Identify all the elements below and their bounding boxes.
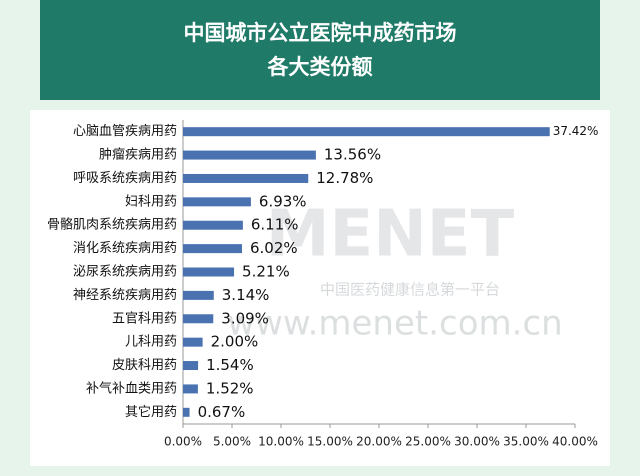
value-label: 3.09% xyxy=(221,309,269,327)
watermark: www.menet.com.cn xyxy=(227,304,562,344)
x-tick-label: 20.00% xyxy=(356,435,402,449)
y-tick-label: 儿科用药 xyxy=(125,335,177,350)
y-tick-label: 五官科用药 xyxy=(112,310,177,326)
value-label: 0.67% xyxy=(198,403,246,421)
watermark: MENET xyxy=(266,198,515,272)
y-tick-label: 骨骼肌肉系统疾病用药 xyxy=(47,217,177,233)
y-tick-label: 皮肤科用药 xyxy=(112,358,177,373)
bar xyxy=(183,384,198,394)
value-label: 6.02% xyxy=(250,239,298,257)
x-tick-label: 35.00% xyxy=(503,435,549,449)
value-label: 6.93% xyxy=(259,192,307,210)
value-label: 5.21% xyxy=(242,263,290,281)
bar xyxy=(183,337,203,347)
title-banner xyxy=(40,0,600,100)
y-tick-label: 泌尿系统疾病用药 xyxy=(73,265,177,280)
y-tick-label: 肿瘤疾病用药 xyxy=(99,147,177,163)
value-label: 3.14% xyxy=(222,286,270,304)
y-tick-label: 心脑血管疾病用药 xyxy=(73,124,177,139)
watermark: 中国医药健康信息第一平台 xyxy=(320,281,500,299)
bar xyxy=(183,361,199,371)
bar xyxy=(183,244,242,254)
bar xyxy=(183,127,550,137)
bar xyxy=(183,407,190,417)
y-tick-label: 补气补血类用药 xyxy=(86,380,177,396)
x-tick-label: 15.00% xyxy=(307,435,353,449)
x-tick-label: 5.00% xyxy=(213,435,251,449)
chart-title: 中国城市公立医院中成药市场 xyxy=(184,21,457,45)
x-tick-label: 10.00% xyxy=(258,435,304,449)
value-label: 12.78% xyxy=(316,169,373,187)
x-tick-label: 30.00% xyxy=(454,435,500,449)
bar xyxy=(183,290,214,300)
y-tick-label: 其它用药 xyxy=(125,404,177,420)
y-tick-label: 呼吸系统疾病用药 xyxy=(73,171,177,186)
value-label: 1.52% xyxy=(206,379,254,397)
bar xyxy=(183,150,316,160)
y-tick-label: 神经系统疾病用药 xyxy=(73,288,177,303)
chart-title: 各大类份额 xyxy=(267,55,373,79)
value-label: 1.54% xyxy=(206,356,254,374)
bar xyxy=(183,173,309,183)
x-tick-label: 25.00% xyxy=(405,435,451,449)
y-tick-label: 消化系统疾病用药 xyxy=(73,241,177,256)
bar xyxy=(183,267,235,277)
bar xyxy=(183,220,243,230)
value-label: 37.42% xyxy=(553,124,599,138)
bar xyxy=(183,314,214,324)
x-tick-label: 0.00% xyxy=(164,435,202,449)
value-label: 6.11% xyxy=(251,216,299,234)
value-label: 13.56% xyxy=(324,146,381,164)
plot-panel xyxy=(30,110,610,466)
y-tick-label: 妇科用药 xyxy=(125,193,177,209)
value-label: 2.00% xyxy=(211,333,259,351)
x-tick-label: 40.00% xyxy=(552,435,598,449)
bar xyxy=(183,197,251,207)
